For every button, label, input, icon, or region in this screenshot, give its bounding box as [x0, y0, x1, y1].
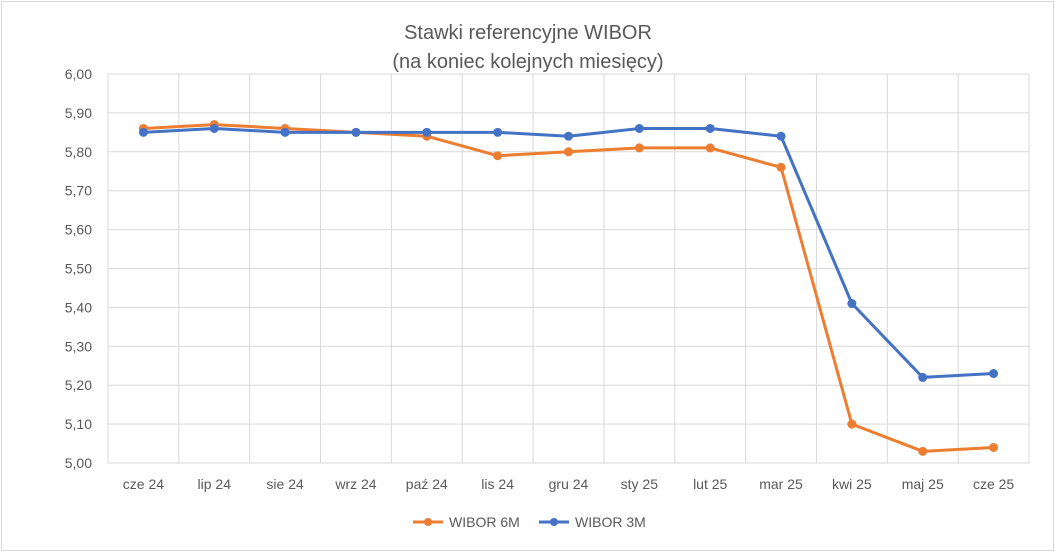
legend-swatch-marker: [550, 518, 558, 526]
y-tick-label: 5,70: [65, 183, 92, 199]
x-tick-label: wrz 24: [334, 476, 376, 492]
data-point-series-2: [918, 372, 928, 382]
data-point-series-2: [847, 299, 857, 309]
legend-label: WIBOR 3M: [575, 514, 646, 530]
data-point-series-2: [493, 127, 503, 137]
data-point-series-2: [422, 127, 432, 137]
y-tick-label: 5,10: [65, 416, 92, 432]
y-tick-label: 5,90: [65, 105, 92, 121]
data-point-series-2: [280, 127, 290, 137]
data-point-series-2: [776, 131, 786, 141]
data-point-series-1: [989, 442, 999, 452]
series-line-2: [141, 126, 996, 379]
data-point-series-1: [564, 147, 573, 157]
x-tick-label: cze 24: [123, 476, 164, 492]
legend-swatch-marker: [424, 518, 432, 526]
chart-title: Stawki referencyjne WIBOR: [404, 22, 652, 44]
data-point-series-1: [918, 446, 928, 456]
x-tick-label: gru 24: [549, 476, 589, 492]
chart-subtitle: (na koniec kolejnych miesięcy): [392, 51, 663, 73]
data-point-series-2: [351, 127, 361, 137]
y-axis-ticks: 5,00 5,10 5,20 5,30 5,40 5,50 5,60 5,70 5,80 5,90…: [65, 66, 92, 471]
x-tick-label: lip 24: [198, 476, 232, 492]
data-point-series-2: [138, 127, 148, 137]
data-point-series-2: [705, 123, 715, 133]
x-tick-label: sie 24: [266, 476, 304, 492]
data-point-series-2: [634, 123, 644, 133]
y-tick-label: 5,20: [65, 377, 92, 393]
series-group: [138, 120, 999, 456]
data-point-series-2: [209, 123, 219, 133]
y-tick-label: 5,30: [65, 338, 92, 354]
data-point-series-1: [776, 162, 786, 172]
data-point-series-1: [493, 151, 503, 161]
legend-label: WIBOR 6M: [449, 514, 520, 530]
data-point-series-1: [847, 419, 857, 429]
data-point-series-1: [705, 143, 715, 153]
data-point-series-2: [564, 131, 573, 141]
y-tick-label: 5,40: [65, 299, 92, 315]
x-tick-label: mar 25: [759, 476, 803, 492]
x-tick-label: paź 24: [406, 476, 448, 492]
y-tick-label: 6,00: [65, 66, 92, 82]
legend: WIBOR 6M WIBOR 3M: [413, 514, 646, 530]
gridlines: [107, 73, 1030, 464]
y-tick-label: 5,60: [65, 222, 92, 238]
series-line-1: [141, 123, 996, 453]
x-tick-label: sty 25: [621, 476, 659, 492]
x-tick-label: maj 25: [902, 476, 944, 492]
y-tick-label: 5,00: [65, 455, 92, 471]
x-tick-label: kwi 25: [832, 476, 872, 492]
y-tick-label: 5,80: [65, 144, 92, 160]
x-tick-label: lut 25: [693, 476, 727, 492]
y-tick-label: 5,50: [65, 261, 92, 277]
x-tick-label: cze 25: [973, 476, 1014, 492]
x-tick-label: lis 24: [481, 476, 514, 492]
x-axis-ticks: cze 24 lip 24 sie 24 wrz 24 paź 24 lis 24 gru …: [123, 476, 1015, 492]
data-point-series-1: [634, 143, 644, 153]
data-point-series-2: [989, 369, 999, 379]
